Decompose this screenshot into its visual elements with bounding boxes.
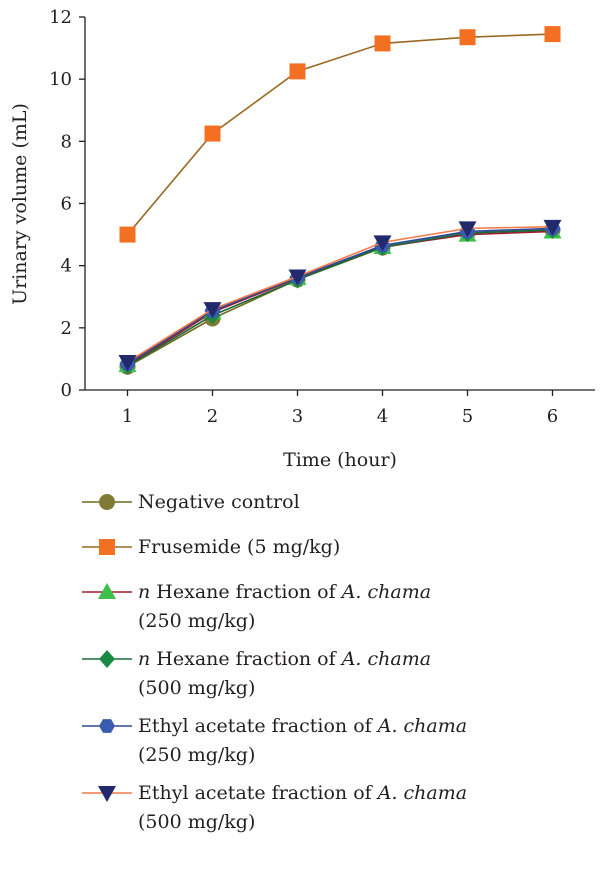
x-tick-label: 1 [122,406,133,427]
legend-text-part: Negative control [138,491,300,513]
legend-text-part: Ethyl acetate fraction of [138,715,378,737]
legend-label: Negative control [138,488,592,517]
y-tick-label: 0 [61,380,72,401]
legend-label-line: n Hexane fraction of A. chama [138,578,592,607]
y-tick-label: 2 [61,318,72,339]
legend-label-line: (500 mg/kg) [138,811,256,833]
series-line [127,229,553,368]
legend-marker [99,650,115,668]
legend-label-line: (500 mg/kg) [138,677,256,699]
legend-marker [99,719,115,733]
legend-label-line: Ethyl acetate fraction of A. chama [138,779,592,808]
legend-label: Frusemide (5 mg/kg) [138,533,592,562]
x-axis-title: Time (hour) [283,449,397,471]
data-point [458,221,477,238]
legend-marker [98,583,116,599]
legend-text-part: Frusemide (5 mg/kg) [138,536,341,558]
legend-swatch [82,719,132,733]
series-4 [119,220,561,375]
legend-item: Frusemide (5 mg/kg) [82,533,592,562]
legend-swatch [82,650,132,668]
legend-swatch [82,583,132,599]
y-tick-label: 10 [49,69,72,90]
x-tick-label: 2 [207,406,218,427]
legend-text-part: n [138,581,151,603]
data-point [119,226,136,243]
legend-item: n Hexane fraction of A. chama (250 mg/kg) [82,578,592,636]
legend-swatch [82,539,132,555]
legend-text-part: A. chama [341,581,432,603]
legend-label: n Hexane fraction of A. chama (500 mg/kg) [138,645,592,703]
series-line [127,226,553,363]
legend-item: Ethyl acetate fraction of A. chama (250 m… [82,712,592,770]
legend-label: n Hexane fraction of A. chama (250 mg/kg) [138,578,592,636]
legend-swatch [82,494,132,510]
data-point [459,29,476,46]
x-tick-label: 4 [377,406,388,427]
legend-text-part: A. chama [377,782,468,804]
y-tick-label: 4 [61,256,72,277]
series-layer [118,26,562,375]
legend-text-part: n [138,648,151,670]
legend-text-part: A. chama [341,648,432,670]
legend-label-line: Frusemide (5 mg/kg) [138,533,592,562]
legend-item: n Hexane fraction of A. chama (500 mg/kg) [82,645,592,703]
data-point [543,219,562,236]
data-point [203,302,222,319]
data-point [373,235,392,252]
series-2 [119,26,561,243]
legend-label-line: (250 mg/kg) [138,610,256,632]
legend-item: Ethyl acetate fraction of A. chama (500 m… [82,779,592,837]
legend-item: Negative control [82,488,592,517]
legend-text-part: Ethyl acetate fraction of [138,782,378,804]
series-line [127,230,553,366]
legend-label-line: Negative control [138,488,592,517]
data-point [288,269,307,286]
legend-marker [99,539,115,555]
data-point [118,355,137,372]
legend-label-line: Ethyl acetate fraction of A. chama [138,712,592,741]
data-point [544,26,561,43]
series-6 [118,219,562,372]
x-tick-label: 3 [292,406,303,427]
legend-marker [99,494,115,510]
series-line [126,33,553,236]
legend-label-line: (250 mg/kg) [138,744,256,766]
legend-swatch [82,786,132,802]
series-line [127,227,553,365]
data-point [289,63,306,80]
legend-text-part: Hexane fraction of [150,648,342,670]
legend: Negative control Frusemide (5 mg/kg) n Hex… [82,488,592,846]
legend-marker [98,786,116,802]
y-tick-label: 12 [49,7,72,28]
x-tick-label: 5 [462,406,473,427]
legend-text-part: Hexane fraction of [150,581,342,603]
legend-text-part: A. chama [377,715,468,737]
series-1 [119,221,561,375]
legend-label-line: n Hexane fraction of A. chama [138,645,592,674]
x-tick-label: 6 [547,406,558,427]
series-5 [119,221,561,371]
series-line [127,229,553,367]
legend-label: Ethyl acetate fraction of A. chama (250 m… [138,712,592,770]
legend-label: Ethyl acetate fraction of A. chama (500 m… [138,779,592,837]
data-point [204,125,221,142]
y-tick-label: 6 [61,194,72,215]
data-point [374,35,391,52]
y-axis-title: Urinary volume (mL) [9,103,31,305]
series-3 [118,222,562,373]
y-tick-label: 8 [61,131,72,152]
